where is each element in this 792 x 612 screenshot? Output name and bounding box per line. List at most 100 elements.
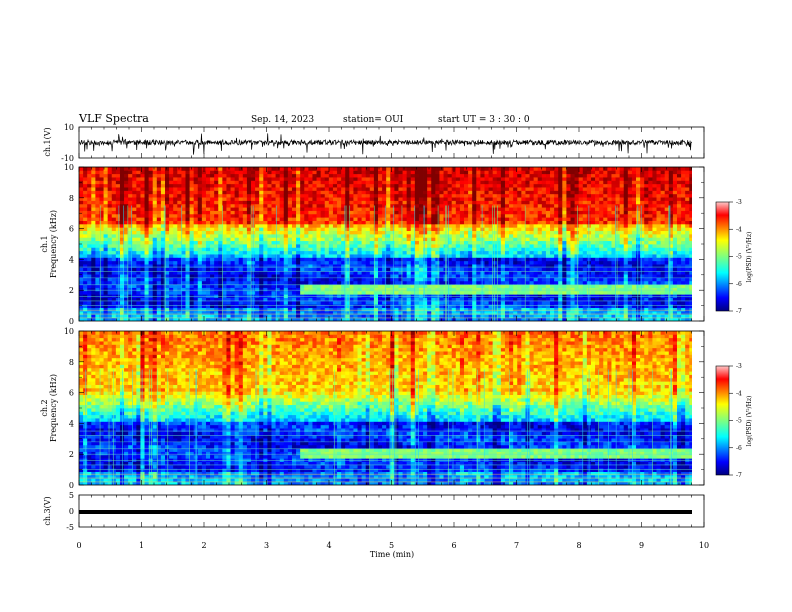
spectrogram-cell: [283, 197, 289, 201]
spectrogram-cell: [259, 230, 264, 235]
spectrogram-cell: [222, 274, 227, 278]
spectrogram-cell: [431, 220, 436, 225]
spectrogram-cell: [246, 284, 252, 288]
spectrogram-cell: [103, 250, 109, 255]
spectrogram-cell: [365, 257, 371, 262]
spectrogram-cell: [222, 300, 227, 305]
spectrogram-cell: [488, 250, 494, 255]
spectrogram-cell: [394, 207, 399, 211]
spectrogram-cell: [349, 274, 354, 278]
spectrogram-cell: [271, 237, 276, 242]
spectrogram-cell: [308, 314, 313, 319]
spectrogram-cell: [320, 314, 326, 319]
spectrogram-cell: [332, 220, 338, 225]
spectrogram-cell: [386, 167, 391, 171]
spectrogram-cell: [468, 247, 473, 252]
spectrogram-cell: [476, 267, 481, 272]
spectrogram-cell: [83, 240, 88, 245]
spectrogram-cell: [177, 287, 182, 292]
spectrogram-cell: [115, 187, 121, 191]
spectrogram-cell: [357, 307, 363, 312]
spectrogram-cell: [447, 193, 453, 198]
spectrogram-cell: [365, 260, 371, 265]
spectrogram-cell: [439, 307, 444, 312]
spectrogram-cell: [275, 287, 281, 292]
spectrogram-cell: [132, 230, 137, 235]
spectrogram-cell: [468, 287, 473, 292]
spectrogram-cell: [423, 197, 428, 201]
spectrogram-cell: [369, 247, 375, 252]
spectrogram-cell: [402, 227, 408, 232]
spectrogram-cell: [373, 210, 379, 215]
spectrogram-cell: [165, 264, 170, 268]
spectrogram-cell: [95, 217, 100, 221]
spectrogram-cell: [193, 183, 199, 188]
spectrogram-cell: [386, 197, 391, 201]
spectrogram-cell: [320, 227, 326, 232]
spectrogram-cell: [386, 300, 391, 305]
spectrogram-cell: [103, 300, 109, 305]
spectrogram-cell: [447, 230, 453, 235]
spectrogram-cell: [398, 257, 403, 262]
spectrogram-cell: [304, 300, 309, 305]
spectrogram-cell: [464, 213, 469, 218]
spectrogram-cell: [91, 220, 96, 225]
spectrogram-cell: [492, 264, 498, 268]
spectrogram-cell: [296, 297, 301, 302]
spectrogram-cell: [349, 170, 354, 175]
spectrogram-cell: [504, 254, 510, 258]
spectrogram-cell: [287, 183, 293, 188]
spectrogram-cell: [218, 190, 223, 195]
spectrogram-cell: [291, 217, 297, 221]
spectrogram-cell: [504, 227, 510, 232]
spectrogram-cell: [349, 237, 354, 242]
spectrogram-cell: [316, 210, 322, 215]
spectrogram-cell: [337, 233, 342, 238]
spectrogram-cell: [410, 210, 416, 215]
spectrogram-cell: [300, 314, 305, 319]
spectrogram-cell: [378, 217, 383, 221]
spectrogram-cell: [345, 230, 350, 235]
spectrogram-cell: [455, 177, 461, 181]
spectrogram-cell: [99, 173, 104, 178]
spectrogram-cell: [234, 203, 240, 208]
spectrogram-cell: [390, 173, 395, 178]
spectrogram-cell: [337, 230, 342, 235]
spectrogram-cell: [119, 173, 125, 178]
spectrogram-cell: [238, 304, 244, 309]
spectrogram-cell: [144, 177, 150, 181]
spectrogram-cell: [103, 170, 109, 175]
spectrogram-cell: [287, 317, 293, 321]
spectrogram-cell: [378, 284, 383, 288]
spectrogram-cell: [459, 190, 465, 195]
spectrogram-cell: [218, 244, 223, 248]
spectrogram-cell: [246, 267, 252, 272]
spectrogram-cell: [169, 277, 174, 282]
spectrogram-cell: [205, 193, 211, 198]
spectrogram-cell: [386, 233, 391, 238]
spectrogram-cell: [369, 217, 375, 221]
spectrogram-cell: [296, 200, 301, 205]
spectrogram-cell: [177, 257, 182, 262]
spectrogram-cell: [148, 310, 154, 315]
spectrogram-cell: [210, 207, 215, 211]
spectrogram-cell: [279, 167, 285, 171]
spectrogram-cell: [341, 210, 346, 215]
spectrogram-cell: [115, 200, 121, 205]
spectrogram-cell: [79, 267, 84, 272]
spectrogram-cell: [132, 223, 137, 228]
spectrogram-cell: [177, 183, 182, 188]
spectrogram-cell: [349, 230, 354, 235]
spectrogram-cell: [345, 287, 350, 292]
spectrogram-cell: [79, 187, 84, 191]
spectrogram-cell: [230, 244, 236, 248]
spectrogram-cell: [107, 183, 113, 188]
spectrogram-cell: [136, 173, 141, 178]
spectrogram-cell: [124, 277, 129, 282]
spectrogram-cell: [156, 213, 162, 218]
spectrogram-cell: [390, 197, 395, 201]
spectrogram-cell: [300, 267, 305, 272]
spectrogram-cell: [316, 287, 322, 292]
spectrogram-cell: [398, 287, 403, 292]
spectrogram-cell: [255, 290, 260, 295]
